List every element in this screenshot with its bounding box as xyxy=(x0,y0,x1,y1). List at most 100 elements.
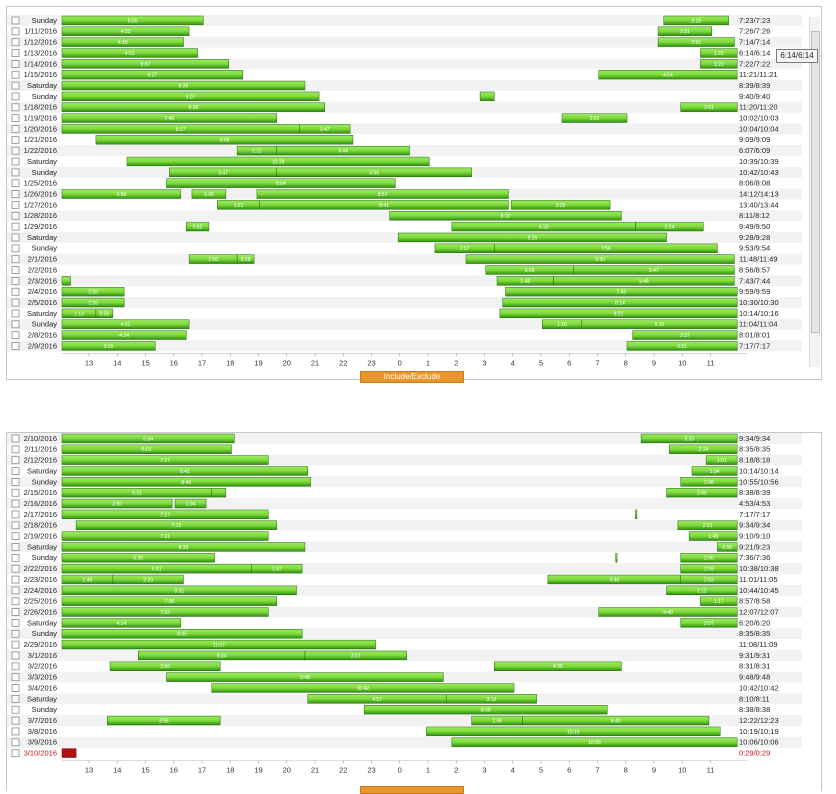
session-bar[interactable] xyxy=(632,330,738,340)
row-checkbox[interactable] xyxy=(11,543,20,551)
row-checkbox[interactable] xyxy=(11,684,20,692)
row-checkbox[interactable] xyxy=(11,738,20,747)
session-bar[interactable] xyxy=(186,221,210,232)
row-checkbox[interactable] xyxy=(11,694,20,703)
row-checkbox[interactable] xyxy=(11,342,20,350)
session-bar[interactable] xyxy=(680,563,738,574)
session-bar[interactable] xyxy=(61,26,190,36)
row-checkbox[interactable] xyxy=(11,298,20,307)
row-checkbox[interactable] xyxy=(11,103,20,112)
row-checkbox[interactable] xyxy=(11,640,20,649)
session-bar[interactable] xyxy=(61,113,277,123)
row-checkbox[interactable] xyxy=(11,266,20,274)
row-checkbox[interactable] xyxy=(11,488,20,497)
session-bar[interactable] xyxy=(502,297,738,308)
session-bar[interactable] xyxy=(615,553,618,563)
session-bar[interactable] xyxy=(493,661,622,671)
session-bar[interactable] xyxy=(553,276,735,286)
row-checkbox[interactable] xyxy=(11,619,20,627)
session-bar[interactable] xyxy=(126,156,430,167)
row-checkbox[interactable] xyxy=(11,445,20,454)
session-bar[interactable] xyxy=(61,618,181,628)
session-bar[interactable] xyxy=(61,498,173,509)
session-bar[interactable] xyxy=(505,287,738,297)
row-checkbox[interactable] xyxy=(11,499,20,508)
session-bar[interactable] xyxy=(61,48,198,58)
session-bar[interactable] xyxy=(479,91,495,102)
session-bar[interactable] xyxy=(573,265,735,275)
session-bar[interactable] xyxy=(61,542,306,552)
session-bar[interactable] xyxy=(451,737,738,747)
session-bar[interactable] xyxy=(174,498,207,509)
session-bar[interactable] xyxy=(61,37,184,47)
session-bar[interactable] xyxy=(256,189,509,199)
session-bar[interactable] xyxy=(61,319,190,329)
row-checkbox[interactable] xyxy=(11,92,20,101)
row-checkbox[interactable] xyxy=(11,211,20,220)
scrollbar-thumb[interactable] xyxy=(811,31,820,333)
session-bar[interactable] xyxy=(663,15,729,26)
session-bar[interactable] xyxy=(211,683,515,693)
row-checkbox[interactable] xyxy=(11,553,20,562)
session-bar[interactable] xyxy=(61,80,306,91)
row-checkbox[interactable] xyxy=(11,244,20,253)
row-checkbox[interactable] xyxy=(11,125,20,133)
session-bar[interactable] xyxy=(364,705,608,715)
session-bar[interactable] xyxy=(397,232,667,243)
row-checkbox[interactable] xyxy=(11,564,20,573)
session-bar[interactable] xyxy=(259,200,509,210)
row-checkbox[interactable] xyxy=(11,662,20,671)
row-checkbox[interactable] xyxy=(11,456,20,465)
session-bar[interactable] xyxy=(700,596,738,606)
session-bar[interactable] xyxy=(61,509,269,520)
row-checkbox[interactable] xyxy=(11,478,20,486)
row-checkbox[interactable] xyxy=(11,331,20,340)
session-bar[interactable] xyxy=(598,70,738,80)
session-bar[interactable] xyxy=(61,330,187,340)
row-checkbox[interactable] xyxy=(11,135,20,144)
session-bar[interactable] xyxy=(61,276,71,286)
session-bar[interactable] xyxy=(95,135,354,145)
session-bar[interactable] xyxy=(493,243,718,253)
row-checkbox[interactable] xyxy=(11,575,20,584)
session-bar[interactable] xyxy=(680,553,738,563)
row-checkbox[interactable] xyxy=(11,49,20,57)
session-bar[interactable] xyxy=(166,178,396,188)
session-bar[interactable] xyxy=(61,91,320,102)
session-bar[interactable] xyxy=(276,145,410,156)
session-bar[interactable] xyxy=(61,15,204,26)
row-checkbox[interactable] xyxy=(11,749,20,758)
session-bar[interactable] xyxy=(499,308,738,319)
session-bar[interactable] xyxy=(700,48,738,58)
row-checkbox[interactable] xyxy=(11,467,20,475)
session-bar[interactable] xyxy=(304,650,407,661)
session-bar[interactable] xyxy=(61,639,376,650)
session-bar[interactable] xyxy=(669,444,738,454)
row-checkbox[interactable] xyxy=(11,27,20,36)
session-bar[interactable] xyxy=(426,726,721,737)
row-checkbox[interactable] xyxy=(11,38,20,47)
session-bar[interactable] xyxy=(61,585,297,595)
session-bar[interactable] xyxy=(75,520,277,530)
session-bar[interactable] xyxy=(106,715,221,726)
row-checkbox[interactable] xyxy=(11,651,20,660)
row-checkbox[interactable] xyxy=(11,16,20,25)
session-bar[interactable] xyxy=(299,124,351,134)
row-checkbox[interactable] xyxy=(11,60,20,68)
row-checkbox[interactable] xyxy=(11,276,20,285)
row-checkbox[interactable] xyxy=(11,70,20,79)
session-bar[interactable] xyxy=(61,189,181,199)
session-bar[interactable] xyxy=(688,531,738,541)
session-bar[interactable] xyxy=(61,553,215,563)
session-bar[interactable] xyxy=(211,488,227,498)
session-bar[interactable] xyxy=(276,167,472,177)
session-bar[interactable] xyxy=(61,629,303,639)
session-bar[interactable] xyxy=(61,297,125,308)
session-bar[interactable] xyxy=(95,308,114,319)
session-bar[interactable] xyxy=(191,189,227,199)
row-checkbox[interactable] xyxy=(11,673,20,682)
session-bar[interactable] xyxy=(389,211,622,221)
session-bar[interactable] xyxy=(691,466,738,476)
session-bar[interactable] xyxy=(705,455,738,465)
session-bar[interactable] xyxy=(61,59,229,69)
